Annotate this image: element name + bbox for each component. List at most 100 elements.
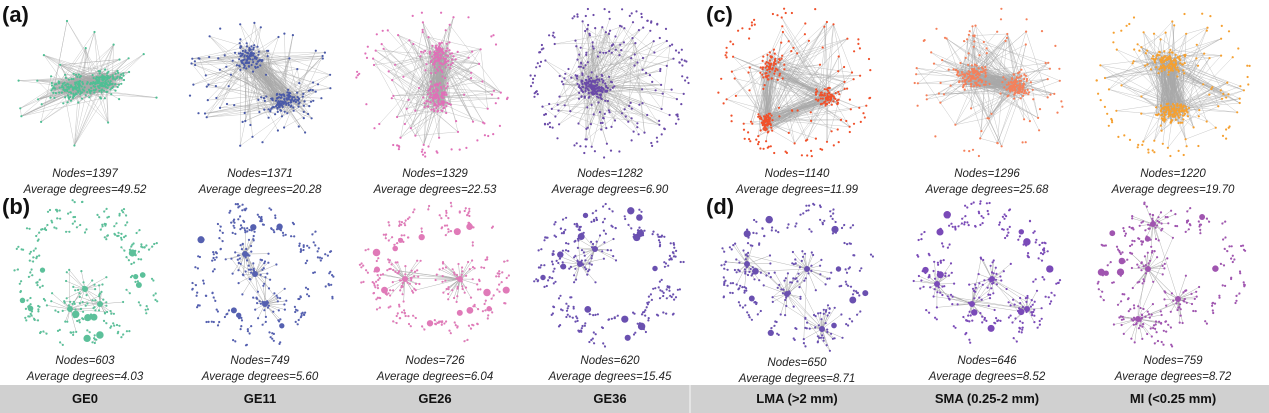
top-caption-ge36: Nodes=1282 Average degrees=6.90	[525, 166, 695, 198]
network-edges	[721, 203, 874, 351]
top-caption-ge0: Nodes=1397 Average degrees=49.52	[0, 166, 170, 198]
network-nodes	[188, 21, 332, 147]
column-label-ge0: GE0	[71, 391, 98, 406]
average-degree: Average degrees=8.71	[738, 373, 856, 385]
bottom-caption-ge11: Nodes=749 Average degrees=5.60	[175, 353, 345, 385]
bottom-caption-lma: Nodes=650 Average degrees=8.71	[712, 355, 882, 387]
average-degree: Average degrees=22.53	[373, 184, 497, 196]
network-edges	[542, 18, 684, 147]
node-count: Nodes=646	[957, 355, 1017, 367]
network-svg	[188, 21, 332, 147]
panel-label-d: (d)	[706, 194, 735, 219]
panel-label-c: (c)	[706, 2, 733, 27]
average-degree: Average degrees=11.99	[735, 184, 859, 196]
network-nodes	[912, 200, 1062, 344]
network-edges	[191, 22, 331, 146]
node-count: Nodes=1220	[1140, 168, 1206, 180]
average-degree: Average degrees=25.68	[925, 184, 1049, 196]
average-degree: Average degrees=5.60	[201, 371, 319, 383]
network-svg	[913, 7, 1064, 158]
network-nodes	[717, 7, 872, 158]
bottom-caption-ge0: Nodes=603 Average degrees=4.03	[0, 353, 170, 385]
bottom-caption-ge26: Nodes=726 Average degrees=6.04	[350, 353, 520, 385]
network-nodes	[913, 7, 1064, 158]
average-degree: Average degrees=6.90	[551, 184, 669, 196]
network-svg	[912, 200, 1062, 344]
column-label-sma: SMA (0.25-2 mm)	[934, 391, 1040, 406]
node-count: Nodes=1329	[402, 168, 468, 180]
average-degree: Average degrees=4.03	[26, 371, 144, 383]
column-label-lma: LMA (>2 mm)	[756, 391, 838, 406]
network-nodes	[191, 203, 335, 347]
network-svg	[1095, 12, 1251, 158]
network-graph-bottom-ge0	[0, 194, 170, 354]
column-label-ge36: GE36	[593, 391, 627, 406]
network-svg	[17, 19, 158, 147]
network-edges	[726, 17, 867, 144]
network-svg	[533, 202, 685, 348]
top-caption-mi: Nodes=1220 Average degrees=19.70	[1088, 166, 1258, 198]
column-label-ge26: GE26	[418, 391, 452, 406]
bottom-caption-mi: Nodes=759 Average degrees=8.72	[1088, 353, 1258, 385]
network-nodes	[13, 199, 159, 346]
average-degree: Average degrees=15.45	[548, 371, 672, 383]
network-graph-top-ge0	[0, 2, 170, 162]
top-caption-ge26: Nodes=1329 Average degrees=22.53	[350, 166, 520, 198]
node-count: Nodes=1371	[227, 168, 293, 180]
network-graph-top-lma	[712, 2, 882, 162]
network-graph-top-mi	[1088, 2, 1258, 162]
average-degree: Average degrees=6.04	[376, 371, 494, 383]
average-degree: Average degrees=19.70	[1111, 184, 1235, 196]
node-count: Nodes=1296	[954, 168, 1020, 180]
network-edges	[916, 25, 1060, 147]
bottom-caption-sma: Nodes=646 Average degrees=8.52	[902, 353, 1072, 385]
network-nodes	[358, 201, 510, 343]
network-nodes	[529, 7, 690, 159]
node-count: Nodes=603	[55, 355, 115, 367]
node-count: Nodes=1397	[52, 168, 118, 180]
node-count: Nodes=726	[405, 355, 465, 367]
node-count: Nodes=749	[230, 355, 290, 367]
network-svg	[355, 11, 509, 158]
column-label-divider	[689, 385, 691, 413]
network-graph-top-ge11	[175, 2, 345, 162]
network-svg	[529, 7, 690, 159]
network-edges	[14, 200, 158, 346]
network-graph-bottom-ge36	[525, 194, 695, 354]
network-svg	[1096, 201, 1247, 348]
network-nodes	[355, 11, 509, 158]
top-caption-sma: Nodes=1296 Average degrees=25.68	[902, 166, 1072, 198]
node-count: Nodes=1282	[577, 168, 643, 180]
network-nodes	[720, 202, 874, 352]
network-edges	[534, 203, 684, 347]
node-count: Nodes=620	[580, 355, 640, 367]
average-degree: Average degrees=8.52	[928, 371, 1046, 383]
column-label-ge11: GE11	[243, 391, 277, 406]
network-nodes	[533, 202, 685, 348]
network-graph-bottom-ge11	[175, 194, 345, 354]
network-graph-bottom-lma	[712, 194, 882, 354]
network-nodes	[1096, 201, 1247, 348]
network-svg	[358, 201, 510, 343]
column-label-bar	[0, 385, 1269, 413]
network-svg	[717, 7, 872, 158]
bottom-caption-ge36: Nodes=620 Average degrees=15.45	[525, 353, 695, 385]
average-degree: Average degrees=20.28	[198, 184, 322, 196]
network-nodes	[17, 19, 158, 147]
network-nodes	[1095, 12, 1251, 158]
panel-label-a: (a)	[2, 2, 29, 27]
network-graph-bottom-ge26	[350, 194, 520, 354]
node-count: Nodes=1140	[764, 168, 830, 180]
network-graph-top-ge26	[350, 2, 520, 162]
node-count: Nodes=759	[1143, 355, 1203, 367]
network-graph-bottom-mi	[1088, 194, 1258, 354]
network-graph-top-ge36	[525, 2, 695, 162]
average-degree: Average degrees=8.72	[1114, 371, 1232, 383]
panel-label-b: (b)	[2, 194, 31, 219]
network-graph-bottom-sma	[902, 194, 1072, 354]
average-degree: Average degrees=49.52	[23, 184, 147, 196]
column-label-mi: MI (<0.25 mm)	[1129, 391, 1217, 406]
network-svg	[13, 199, 159, 346]
network-graph-top-sma	[902, 2, 1072, 162]
top-caption-ge11: Nodes=1371 Average degrees=20.28	[175, 166, 345, 198]
